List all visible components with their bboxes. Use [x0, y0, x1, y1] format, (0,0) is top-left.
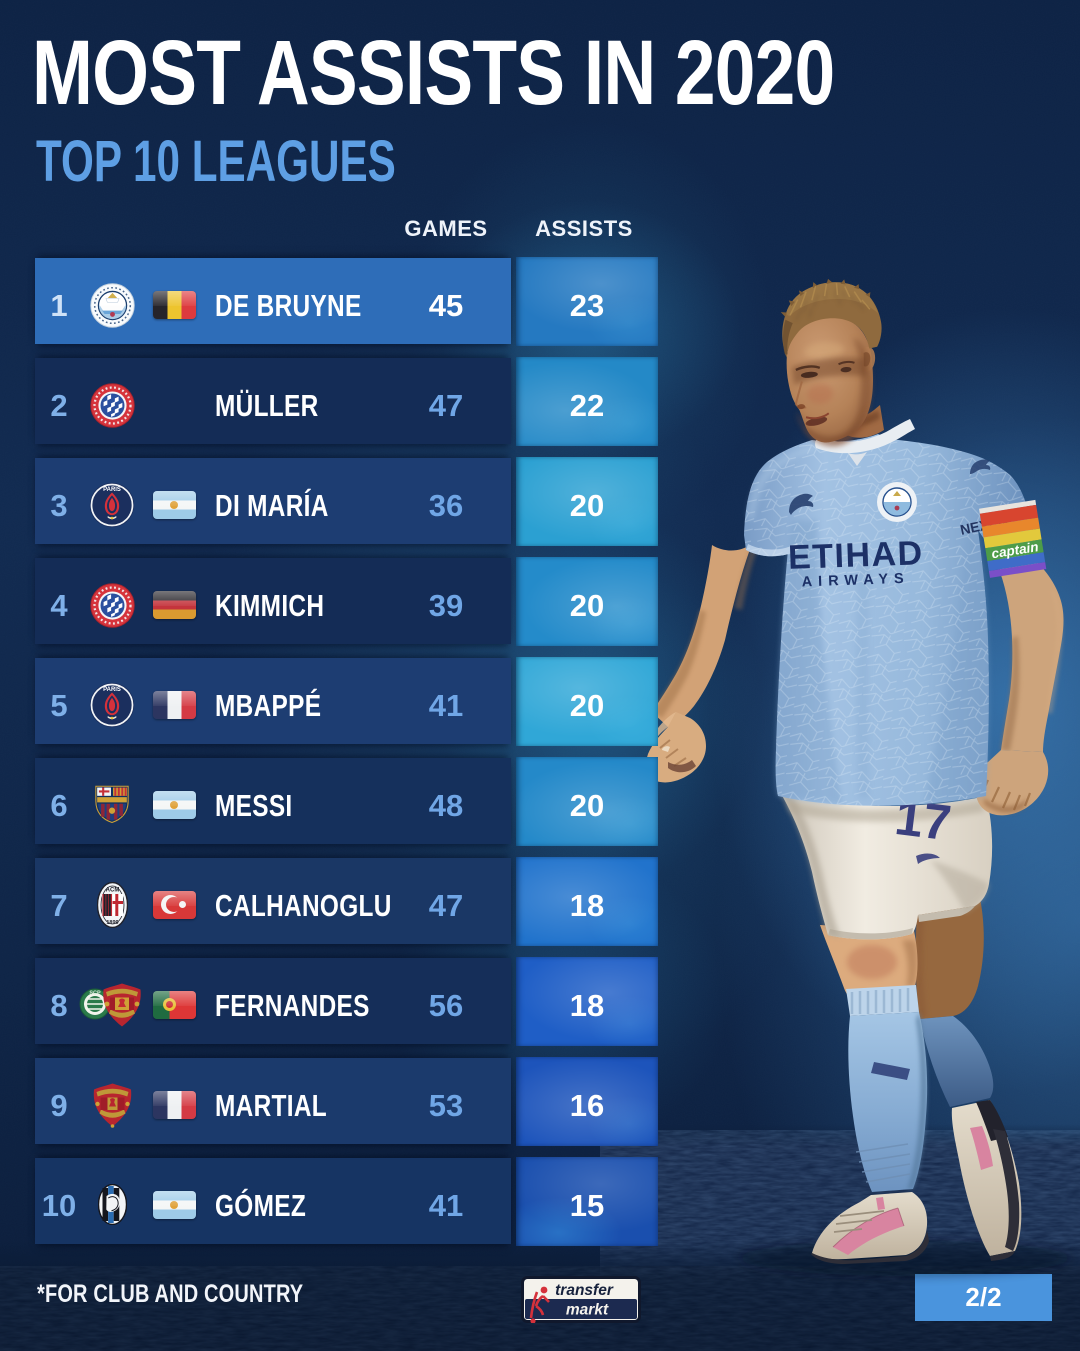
svg-text:SCP: SCP [89, 991, 101, 997]
svg-text:transfer: transfer [555, 1282, 614, 1299]
svg-text:PARIS: PARIS [103, 487, 121, 493]
svg-text:PARIS: PARIS [103, 687, 121, 693]
svg-text:captain: captain [990, 539, 1039, 561]
svg-text:markt: markt [566, 1302, 609, 1319]
svg-text:ETIHAD: ETIHAD [787, 534, 924, 577]
svg-text:ACM: ACM [106, 888, 120, 894]
svg-text:AIRWAYS: AIRWAYS [801, 571, 910, 591]
svg-text:1899: 1899 [106, 920, 118, 926]
